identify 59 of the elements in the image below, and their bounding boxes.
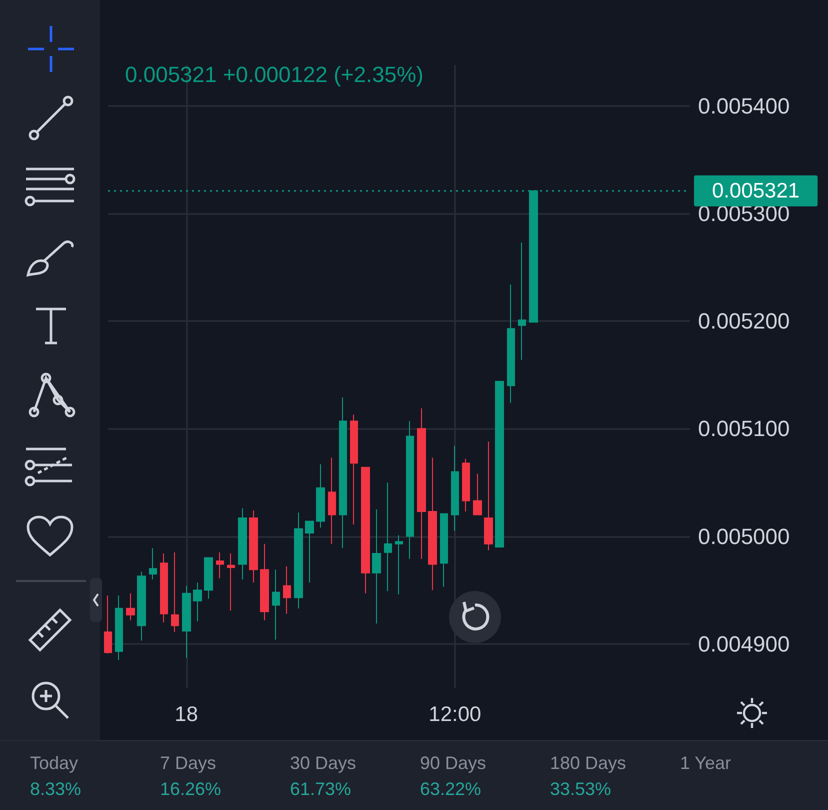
candlestick xyxy=(272,569,280,640)
candlestick xyxy=(227,553,235,612)
candlestick xyxy=(104,594,112,654)
candlestick xyxy=(283,566,291,614)
x-tick-label: 12:00 xyxy=(428,703,482,726)
candlestick xyxy=(294,512,303,609)
text: 61.73% xyxy=(290,779,352,800)
text: 180 Days xyxy=(550,753,626,774)
candlestick xyxy=(137,571,146,642)
y-tick-label: 0.005400 xyxy=(698,93,790,118)
text: 1 Year xyxy=(680,753,732,774)
candlestick xyxy=(238,508,247,580)
candlestick xyxy=(249,510,258,584)
y-tick-label: 0.005200 xyxy=(698,308,790,334)
candlestick xyxy=(495,380,504,548)
chart-subtitle: 0.005321 +0.000122 (+2.35%) xyxy=(125,62,424,88)
candlestick xyxy=(115,594,123,661)
candlestick xyxy=(149,548,157,580)
text: 30 Days xyxy=(290,753,356,774)
candlestick xyxy=(417,408,426,560)
ref-line-label: 0.005321 xyxy=(712,179,800,202)
candlestick xyxy=(428,457,437,591)
candlestick xyxy=(182,585,191,658)
candlestick xyxy=(171,552,179,633)
candlestick xyxy=(384,482,392,592)
candlestick xyxy=(406,420,414,560)
candlestick xyxy=(350,414,358,525)
candlestick xyxy=(193,582,202,622)
y-tick-label: 0.005100 xyxy=(698,416,790,442)
candlestick xyxy=(126,592,135,621)
candlestick xyxy=(339,396,347,549)
candlestick xyxy=(473,473,482,516)
text: 7 Days xyxy=(160,753,216,774)
candlestick xyxy=(462,458,470,512)
x-tick-label: 18 xyxy=(174,703,198,726)
candlestick xyxy=(160,553,168,623)
text: 63.22% xyxy=(420,779,482,800)
candlestick xyxy=(305,520,314,584)
candlestick xyxy=(395,534,403,595)
candlestick xyxy=(484,441,493,551)
y-tick-label: 0.005300 xyxy=(698,200,790,226)
candlestick xyxy=(260,543,269,621)
text: 33.53% xyxy=(550,779,612,800)
text: 16.26% xyxy=(160,779,222,800)
text: 8.33% xyxy=(30,779,82,800)
candlestick xyxy=(451,445,459,532)
candlestick xyxy=(361,466,370,594)
candlestick xyxy=(328,457,336,544)
candlestick xyxy=(316,464,325,528)
y-tick-label: 0.005000 xyxy=(698,524,790,549)
text: 90 Days xyxy=(420,753,486,774)
y-tick-label: 0.004900 xyxy=(698,631,790,656)
text: Today xyxy=(30,753,78,774)
candlestick xyxy=(372,508,381,624)
candlestick xyxy=(518,242,526,360)
candlestick xyxy=(216,552,224,579)
candlestick xyxy=(507,284,515,404)
candlestick xyxy=(440,513,448,588)
candlestick xyxy=(204,557,213,600)
